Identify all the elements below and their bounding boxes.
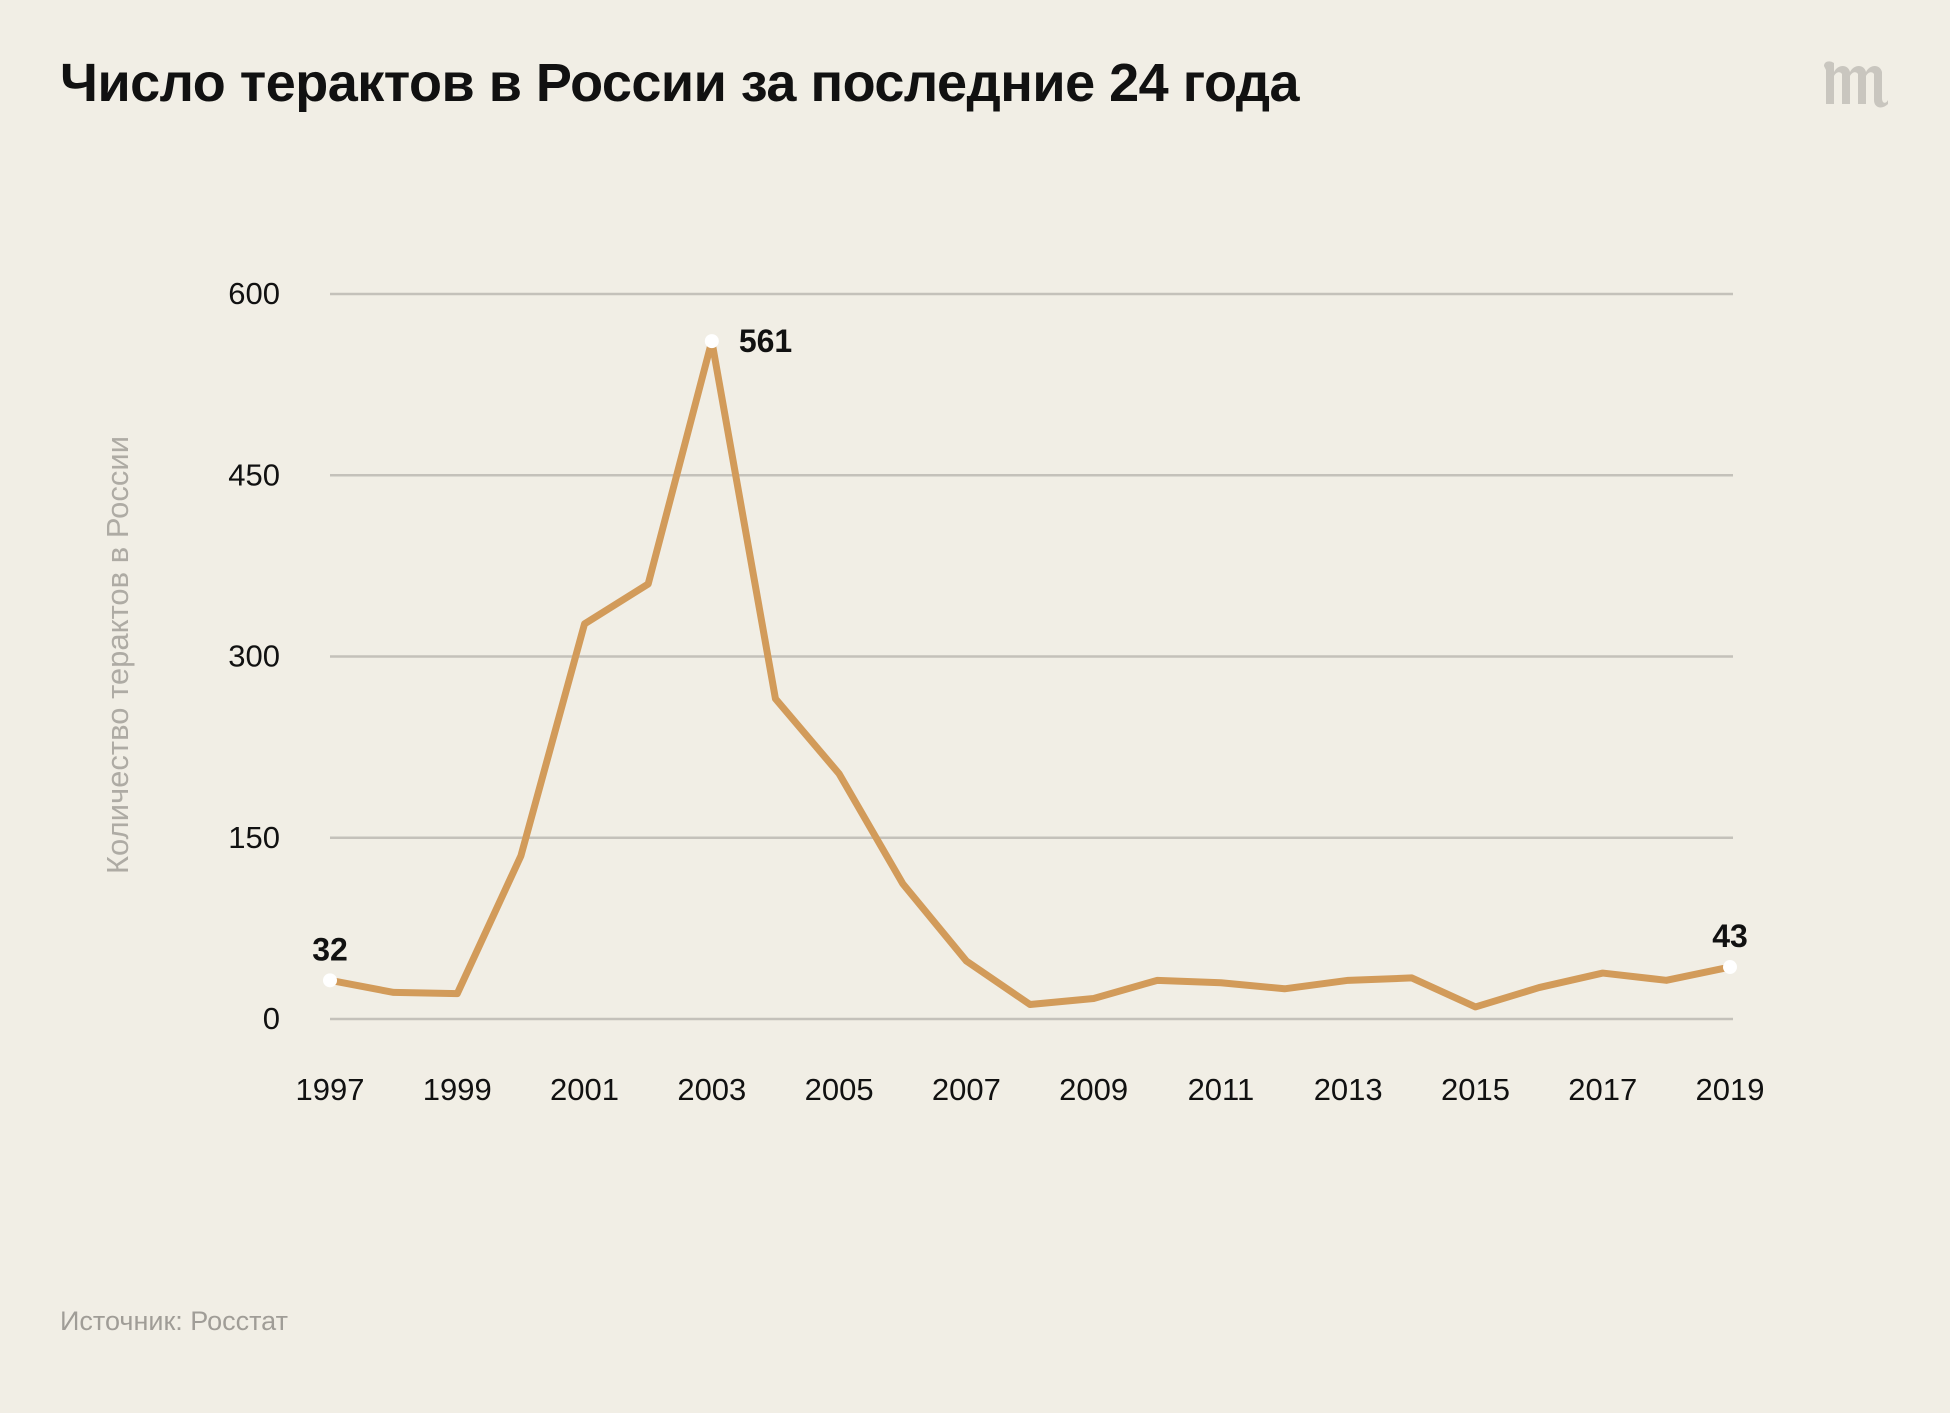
data-point-marker (1723, 960, 1737, 975)
x-tick-label: 2017 (1568, 1072, 1637, 1107)
data-label: 43 (1712, 918, 1748, 954)
x-tick-label: 2019 (1696, 1072, 1765, 1107)
x-tick-label: 2003 (677, 1072, 746, 1107)
meduza-logo-icon (1824, 61, 1888, 108)
x-tick-label: 2011 (1188, 1072, 1255, 1107)
y-axis-title: Количество терактов в России (100, 436, 135, 874)
data-point-marker (323, 973, 337, 988)
x-tick-label: 2015 (1441, 1072, 1510, 1107)
y-tick-label: 450 (228, 457, 280, 492)
source-note: Источник: Росстат (60, 1306, 288, 1336)
x-tick-label: 2007 (932, 1072, 1001, 1107)
x-tick-label: 2001 (550, 1072, 619, 1107)
data-label: 561 (739, 323, 792, 359)
x-tick-label: 2009 (1059, 1072, 1128, 1107)
y-tick-label: 150 (228, 820, 280, 855)
page-title: Число терактов в России за последние 24 … (60, 53, 1300, 113)
y-tick-label: 0 (263, 1001, 280, 1036)
x-tick-label: 1997 (296, 1072, 365, 1107)
y-tick-label: 300 (228, 639, 280, 674)
x-tick-label: 1999 (423, 1072, 492, 1107)
x-tick-label: 2013 (1314, 1072, 1383, 1107)
data-point-marker (704, 334, 719, 349)
y-tick-label: 600 (228, 276, 280, 311)
data-label: 32 (312, 931, 348, 967)
series-line (326, 337, 1734, 1011)
x-tick-label: 2005 (805, 1072, 874, 1107)
